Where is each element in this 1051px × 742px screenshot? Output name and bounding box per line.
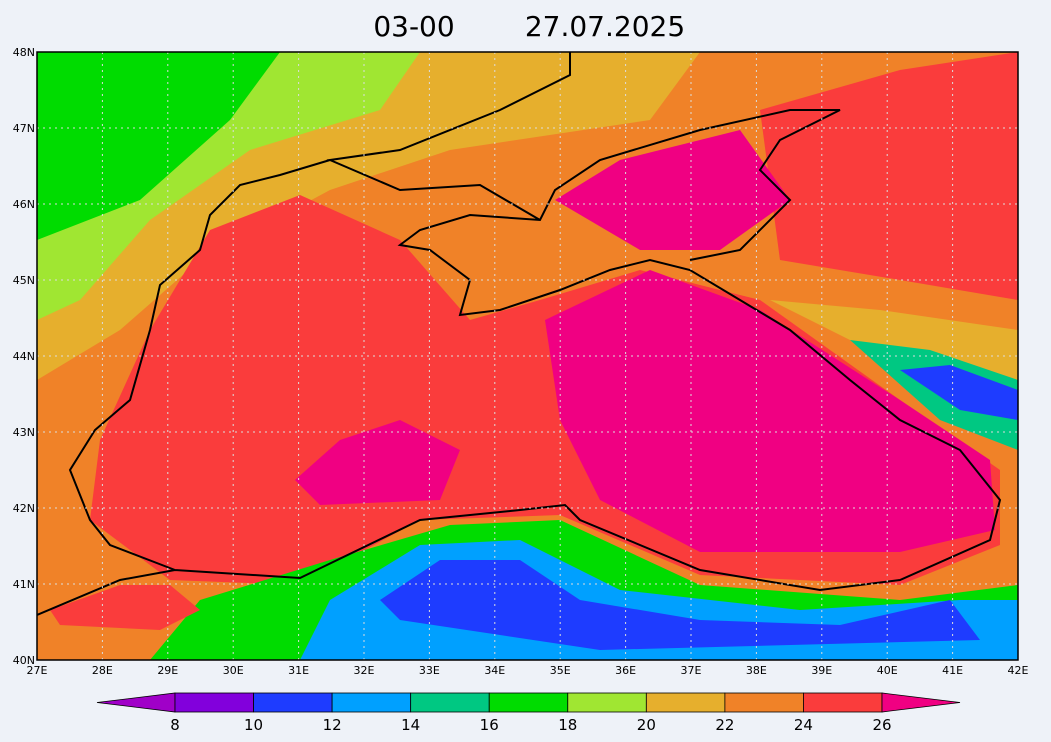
lon-label: 27E <box>27 664 48 677</box>
lon-label: 28E <box>92 664 113 677</box>
field-zone <box>760 52 1018 300</box>
field-zone <box>295 420 460 505</box>
field-zone <box>900 365 1018 420</box>
lon-label: 36E <box>615 664 636 677</box>
title-date: 27.07.2025 <box>525 10 685 43</box>
lon-label: 41E <box>942 664 963 677</box>
colorbar-swatch <box>488 692 569 713</box>
field-zone <box>545 270 995 552</box>
coastline <box>37 52 1002 616</box>
colorbar-high <box>881 692 961 713</box>
lon-label: 29E <box>157 664 178 677</box>
lat-label: 41N <box>13 578 35 591</box>
lon-label: 40E <box>877 664 898 677</box>
colorbar-swatch <box>724 692 804 713</box>
lon-label: 38E <box>746 664 767 677</box>
lat-label: 43N <box>13 426 35 439</box>
field-zone <box>555 130 790 250</box>
colorbar-swatch <box>331 692 412 713</box>
lat-label: 40N <box>13 654 35 667</box>
lon-label: 39E <box>811 664 832 677</box>
lon-label: 33E <box>419 664 440 677</box>
colorbar-swatch <box>410 692 490 713</box>
field <box>37 52 1018 660</box>
colorbar-label: 24 <box>794 716 813 734</box>
colorbar-label: 26 <box>872 716 891 734</box>
lon-label: 37E <box>681 664 702 677</box>
colorbar-label: 12 <box>323 716 342 734</box>
field-zone <box>380 560 980 650</box>
colorbar-label: 14 <box>401 716 420 734</box>
lon-label: 30E <box>223 664 244 677</box>
lon-label: 42E <box>1008 664 1029 677</box>
title-time: 03-00 <box>373 10 454 43</box>
lat-label: 46N <box>13 198 35 211</box>
lon-label: 34E <box>484 664 505 677</box>
colorbar-label: 16 <box>480 716 499 734</box>
plot-frame <box>36 51 1019 661</box>
field-zone <box>37 52 280 240</box>
lat-label: 42N <box>13 502 35 515</box>
colorbar-label: 8 <box>170 716 180 734</box>
colorbar-label: 10 <box>244 716 263 734</box>
lat-label: 44N <box>13 350 35 363</box>
colorbar-swatch <box>803 692 883 713</box>
colorbar-label: 22 <box>715 716 734 734</box>
colorbar-label: 20 <box>637 716 656 734</box>
lat-label: 48N <box>13 46 35 59</box>
colorbar-label: 18 <box>558 716 577 734</box>
colorbar-swatch <box>645 692 726 713</box>
colorbar-swatch <box>253 692 333 713</box>
lon-label: 35E <box>550 664 571 677</box>
lon-label: 31E <box>288 664 309 677</box>
field-zone <box>850 340 1018 450</box>
field-zone <box>50 585 200 630</box>
lat-label: 47N <box>13 122 35 135</box>
lat-label: 45N <box>13 274 35 287</box>
colorbar-swatch <box>174 692 254 713</box>
colorbar-swatch <box>567 692 647 713</box>
lon-label: 32E <box>354 664 375 677</box>
colorbar: 8 10 12 14 16 18 20 22 24 26 <box>96 692 961 734</box>
